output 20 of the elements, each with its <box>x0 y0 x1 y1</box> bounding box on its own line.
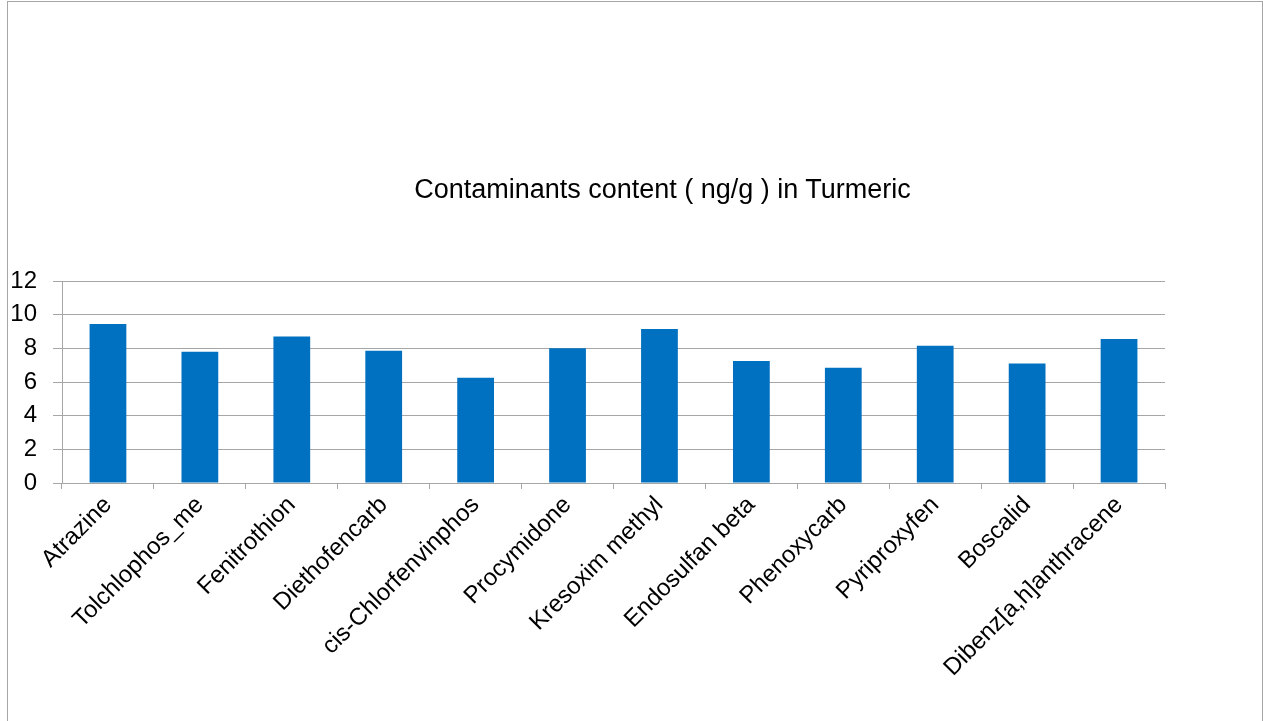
y-tick-label: 12 <box>10 265 37 293</box>
bar <box>1008 363 1046 483</box>
y-tick-label: 4 <box>23 400 37 428</box>
bar <box>916 345 954 483</box>
bar <box>273 336 311 483</box>
bar <box>641 328 678 483</box>
bar <box>824 367 862 483</box>
y-tick-label: 0 <box>23 467 37 495</box>
bar <box>181 351 219 483</box>
bar <box>732 360 770 483</box>
chart-title: Contaminants content ( ng/g ) in Turmeric <box>414 174 911 205</box>
bar <box>457 377 495 483</box>
bar <box>549 348 586 483</box>
y-tick-label: 8 <box>23 332 37 360</box>
bar <box>365 350 403 483</box>
y-tick-label: 10 <box>10 299 37 327</box>
y-tick-label: 6 <box>23 366 37 394</box>
bar <box>1100 339 1138 483</box>
bar <box>89 323 127 483</box>
y-tick-label: 2 <box>23 433 37 461</box>
